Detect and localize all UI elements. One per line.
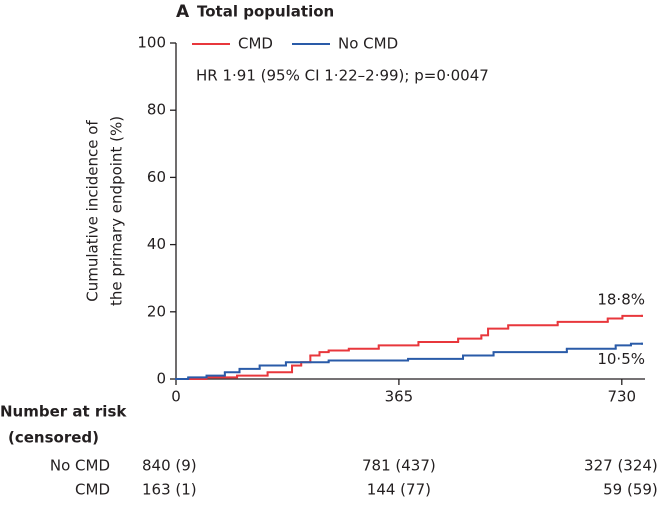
y-tick-label: 60 [147,168,166,186]
end-label: 10·5% [597,350,645,368]
risk-row-label: No CMD [50,457,110,475]
x-tick-label: 0 [171,388,181,406]
y-tick-label: 40 [147,235,166,253]
risk-cell: 144 (77) [367,481,431,499]
y-tick-label: 100 [137,34,166,52]
risk-table-title: Number at risk [0,403,127,421]
risk-cell: 781 (437) [362,457,436,475]
x-tick-label: 365 [385,388,414,406]
panel-label: A [176,2,190,22]
end-label: 18·8% [597,290,645,308]
legend-label: CMD [238,35,273,53]
risk-cell: 163 (1) [142,481,197,499]
risk-cell: 327 (324) [584,457,658,475]
risk-cell: 840 (9) [142,457,197,475]
risk-row-label: CMD [75,481,110,499]
risk-table-title: (censored) [8,429,99,447]
annotation: HR 1·91 (95% CI 1·22–2·99); p=0·0047 [196,67,489,85]
risk-cell: 59 (59) [603,481,658,499]
chart-title: Total population [197,3,334,21]
y-axis-label: Cumulative incidence of [84,120,102,302]
y-tick-label: 20 [147,302,166,320]
y-axis-label: the primary endpoint (%) [108,116,126,306]
legend-label: No CMD [338,35,398,53]
x-tick-label: 730 [607,388,636,406]
y-tick-label: 0 [156,370,166,388]
y-tick-label: 80 [147,101,166,119]
